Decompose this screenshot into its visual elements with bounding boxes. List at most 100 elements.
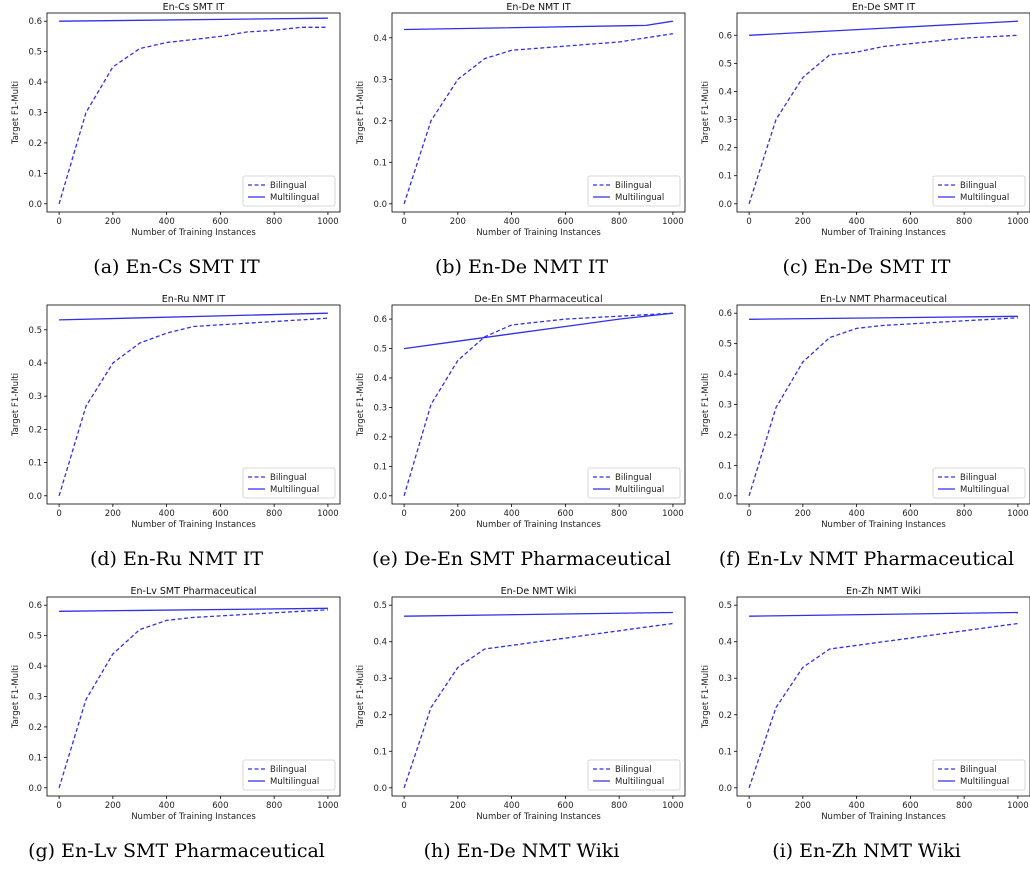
y-tick-label: 0.3 [373,403,387,413]
y-tick-label: 0.0 [373,200,387,210]
x-tick-label: 600 [902,217,918,227]
legend-label: Bilingual [270,765,307,775]
y-tick-label: 0.0 [373,492,387,502]
y-tick-label: 0.3 [28,693,42,703]
line-chart: En-Ru NMT IT 0 200 400 600 800 1000 0.0 0.1 0.2 0.… [11,294,341,530]
x-tick-label: 400 [849,801,865,811]
x-tick-label: 1000 [662,509,684,519]
legend [587,467,681,499]
y-tick-label: 0.5 [373,601,387,611]
y-axis-label: Target F1-Multi [356,81,366,145]
x-tick-label: 1000 [317,801,339,811]
x-tick-label: 800 [956,509,972,519]
x-axis-label: Number of Training Instances [821,520,946,530]
y-tick-label: 0.1 [28,169,42,179]
series-line-bilingual [58,26,328,204]
y-tick-label: 0.4 [718,370,732,380]
legend-label: Multilingual [615,193,664,203]
subfigure-caption: (a) En-Cs SMT IT [93,256,260,278]
legend-label: Bilingual [960,473,997,483]
y-tick-label: 0.0 [28,200,42,210]
plot-frame [46,304,341,505]
legend-label: Multilingual [270,485,319,495]
chart-panel: En-Zh NMT Wiki 0 200 400 600 800 1000 0.0 0.1 0.2… [695,584,1030,871]
y-tick-label: 0.4 [28,662,42,672]
y-axis-label: Target F1-Multi [11,373,21,437]
x-tick-label: 800 [956,801,972,811]
chart-panel: En-De NMT IT 0 200 400 600 800 1000 0.0 0.1 0.2 0.… [350,0,693,287]
series-line-bilingual [403,312,673,496]
y-tick-label: 0.4 [28,78,42,88]
legend-label: Bilingual [960,765,997,775]
chart-title: En-De NMT Wiki [501,586,577,597]
legend [242,175,336,207]
subfigure-caption: (i) En-Zh NMT Wiki [772,840,961,862]
x-tick-label: 200 [795,217,811,227]
x-tick-label: 1000 [662,217,684,227]
subfigure-caption: (g) En-Lv SMT Pharmaceutical [28,840,325,862]
x-tick-label: 400 [849,217,865,227]
legend-label: Bilingual [960,181,997,191]
y-tick-label: 0.5 [28,632,42,642]
y-axis-label: Target F1-Multi [701,81,711,145]
y-tick-label: 0.0 [718,200,732,210]
x-tick-label: 1000 [1007,801,1029,811]
x-tick-label: 400 [504,217,520,227]
line-chart: En-De NMT IT 0 200 400 600 800 1000 0.0 0.1 0.2 0.… [356,2,686,238]
x-tick-label: 800 [266,801,282,811]
subfigure-caption: (b) En-De NMT IT [434,256,609,278]
x-tick-label: 200 [795,509,811,519]
y-tick-label: 0.3 [718,116,732,126]
chart-panel: En-Cs SMT IT 0 200 400 600 800 1000 0.0 0.1 0.2 0.… [5,0,348,287]
y-tick-label: 0.1 [718,747,732,757]
plot-frame [391,304,686,505]
chart-panel: En-De NMT Wiki 0 200 400 600 800 1000 0.0 0.1 0.2… [350,584,693,871]
chart-panel: En-De SMT IT 0 200 400 600 800 1000 0.0 0.1 0.2 0.… [695,0,1030,287]
chart-title: En-De SMT IT [852,2,915,13]
x-tick-label: 600 [902,509,918,519]
x-tick-label: 600 [557,509,573,519]
y-tick-label: 0.6 [28,601,42,611]
x-tick-label: 0 [401,801,406,811]
series-line-multilingual [404,20,674,31]
y-tick-label: 0.2 [28,723,42,733]
y-tick-label: 0.1 [718,461,732,471]
x-tick-label: 200 [795,801,811,811]
y-tick-label: 0.1 [373,462,387,472]
subfigure-caption: (e) De-En SMT Pharmaceutical [372,548,671,570]
series-line-multilingual [404,611,673,617]
x-axis-label: Number of Training Instances [131,520,256,530]
x-tick-label: 0 [401,217,406,227]
line-chart: En-Zh NMT Wiki 0 200 400 600 800 1000 0.0 0.1 0.2… [701,586,1030,822]
x-tick-label: 400 [849,509,865,519]
legend-label: Multilingual [615,777,664,787]
y-tick-label: 0.3 [28,392,42,402]
legend-label: Multilingual [270,777,319,787]
y-tick-label: 0.2 [718,431,732,441]
chart-panel: De-En SMT Pharmaceutical 0 200 400 600 800 100… [350,292,693,579]
legend-label: Multilingual [960,777,1009,787]
x-tick-label: 400 [159,801,175,811]
line-chart: En-Lv NMT Pharmaceutical 0 200 400 600 800 100… [701,294,1030,530]
chart-title: En-Lv NMT Pharmaceutical [820,294,947,305]
y-tick-label: 0.5 [28,326,42,336]
x-tick-label: 200 [450,509,466,519]
series-line-multilingual [749,315,1018,320]
x-tick-label: 800 [611,509,627,519]
x-tick-label: 0 [746,509,751,519]
x-tick-label: 600 [557,801,573,811]
legend [932,467,1026,499]
x-tick-label: 200 [105,217,121,227]
subfigure-caption: (c) En-De SMT IT [782,256,951,278]
legend-label: Bilingual [270,473,307,483]
legend [587,175,681,207]
series-line-bilingual [748,317,1018,496]
x-tick-label: 200 [450,217,466,227]
y-tick-label: 0.4 [718,638,732,648]
y-axis-label: Target F1-Multi [701,373,711,437]
y-tick-label: 0.0 [373,784,387,794]
x-axis-label: Number of Training Instances [131,228,256,238]
y-tick-label: 0.0 [718,492,732,502]
x-axis-label: Number of Training Instances [821,228,946,238]
